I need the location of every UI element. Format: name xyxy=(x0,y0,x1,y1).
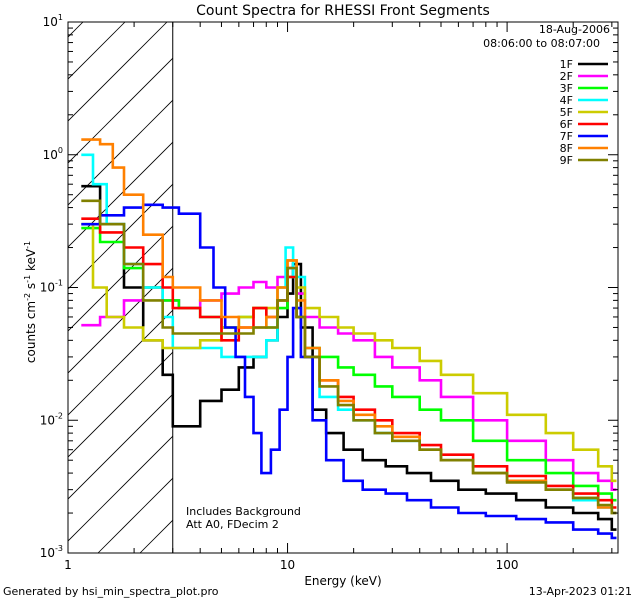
legend-label-2F: 2F xyxy=(560,70,573,83)
ylabel-pre: counts cm xyxy=(24,301,38,363)
annotation-attenuator: Att A0, FDecim 2 xyxy=(186,518,279,531)
footer-generated: Generated by hsi_min_spectra_plot.pro xyxy=(3,585,219,598)
ylabel-exp2: -1 xyxy=(23,275,32,283)
series-layer xyxy=(81,138,617,540)
legend-label-1F: 1F xyxy=(560,58,573,71)
legend-label-9F: 9F xyxy=(560,154,573,167)
time-range-label: 08:06:00 to 08:07:00 xyxy=(483,37,600,50)
x-tick-label: 1 xyxy=(64,558,72,572)
y-tick-label: 10-2 xyxy=(40,411,63,427)
y-tick-label: 101 xyxy=(43,13,63,29)
footer-timestamp: 13-Apr-2023 01:21 xyxy=(529,585,632,598)
series-5F xyxy=(81,222,617,483)
series-7F xyxy=(81,203,617,540)
ylabel-exp1: -2 xyxy=(23,293,32,301)
hatch-line xyxy=(68,435,173,542)
series-9F xyxy=(81,199,617,515)
x-tick-label: 100 xyxy=(496,558,519,572)
hatch-line xyxy=(68,225,173,332)
ylabel-post: keV xyxy=(24,248,38,275)
x-tick-label: 10 xyxy=(280,558,295,572)
legend-label-3F: 3F xyxy=(560,82,573,95)
annotation-background: Includes Background xyxy=(186,505,301,518)
x-axis-label: Energy (keV) xyxy=(304,574,381,588)
svg-text:counts cm-2 s-1 keV-1: counts cm-2 s-1 keV-1 xyxy=(23,241,38,363)
hatch-line xyxy=(68,393,173,500)
hatch-line xyxy=(68,57,173,164)
hatch-line xyxy=(68,22,168,122)
axes: 1 10 100 10-3 10-2 10-1 100 101 xyxy=(40,13,619,572)
legend-label-8F: 8F xyxy=(560,142,573,155)
ylabel-exp3: -1 xyxy=(23,241,32,249)
legend-label-6F: 6F xyxy=(560,118,573,131)
y-tick-label: 10-1 xyxy=(40,279,63,295)
y-axis-label: counts cm-2 s-1 keV-1 xyxy=(23,241,38,363)
y-tick-label: 10-3 xyxy=(40,544,63,560)
ylabel-mid: s xyxy=(24,283,38,293)
legend-label-4F: 4F xyxy=(560,94,573,107)
y-tick-label: 100 xyxy=(43,146,63,162)
hatch-line xyxy=(68,99,173,206)
date-label: 18-Aug-2006 xyxy=(539,23,610,36)
legend-label-5F: 5F xyxy=(560,106,573,119)
chart-title: Count Spectra for RHESSI Front Segments xyxy=(196,3,490,19)
series-1F xyxy=(81,184,617,531)
legend-label-7F: 7F xyxy=(560,130,573,143)
